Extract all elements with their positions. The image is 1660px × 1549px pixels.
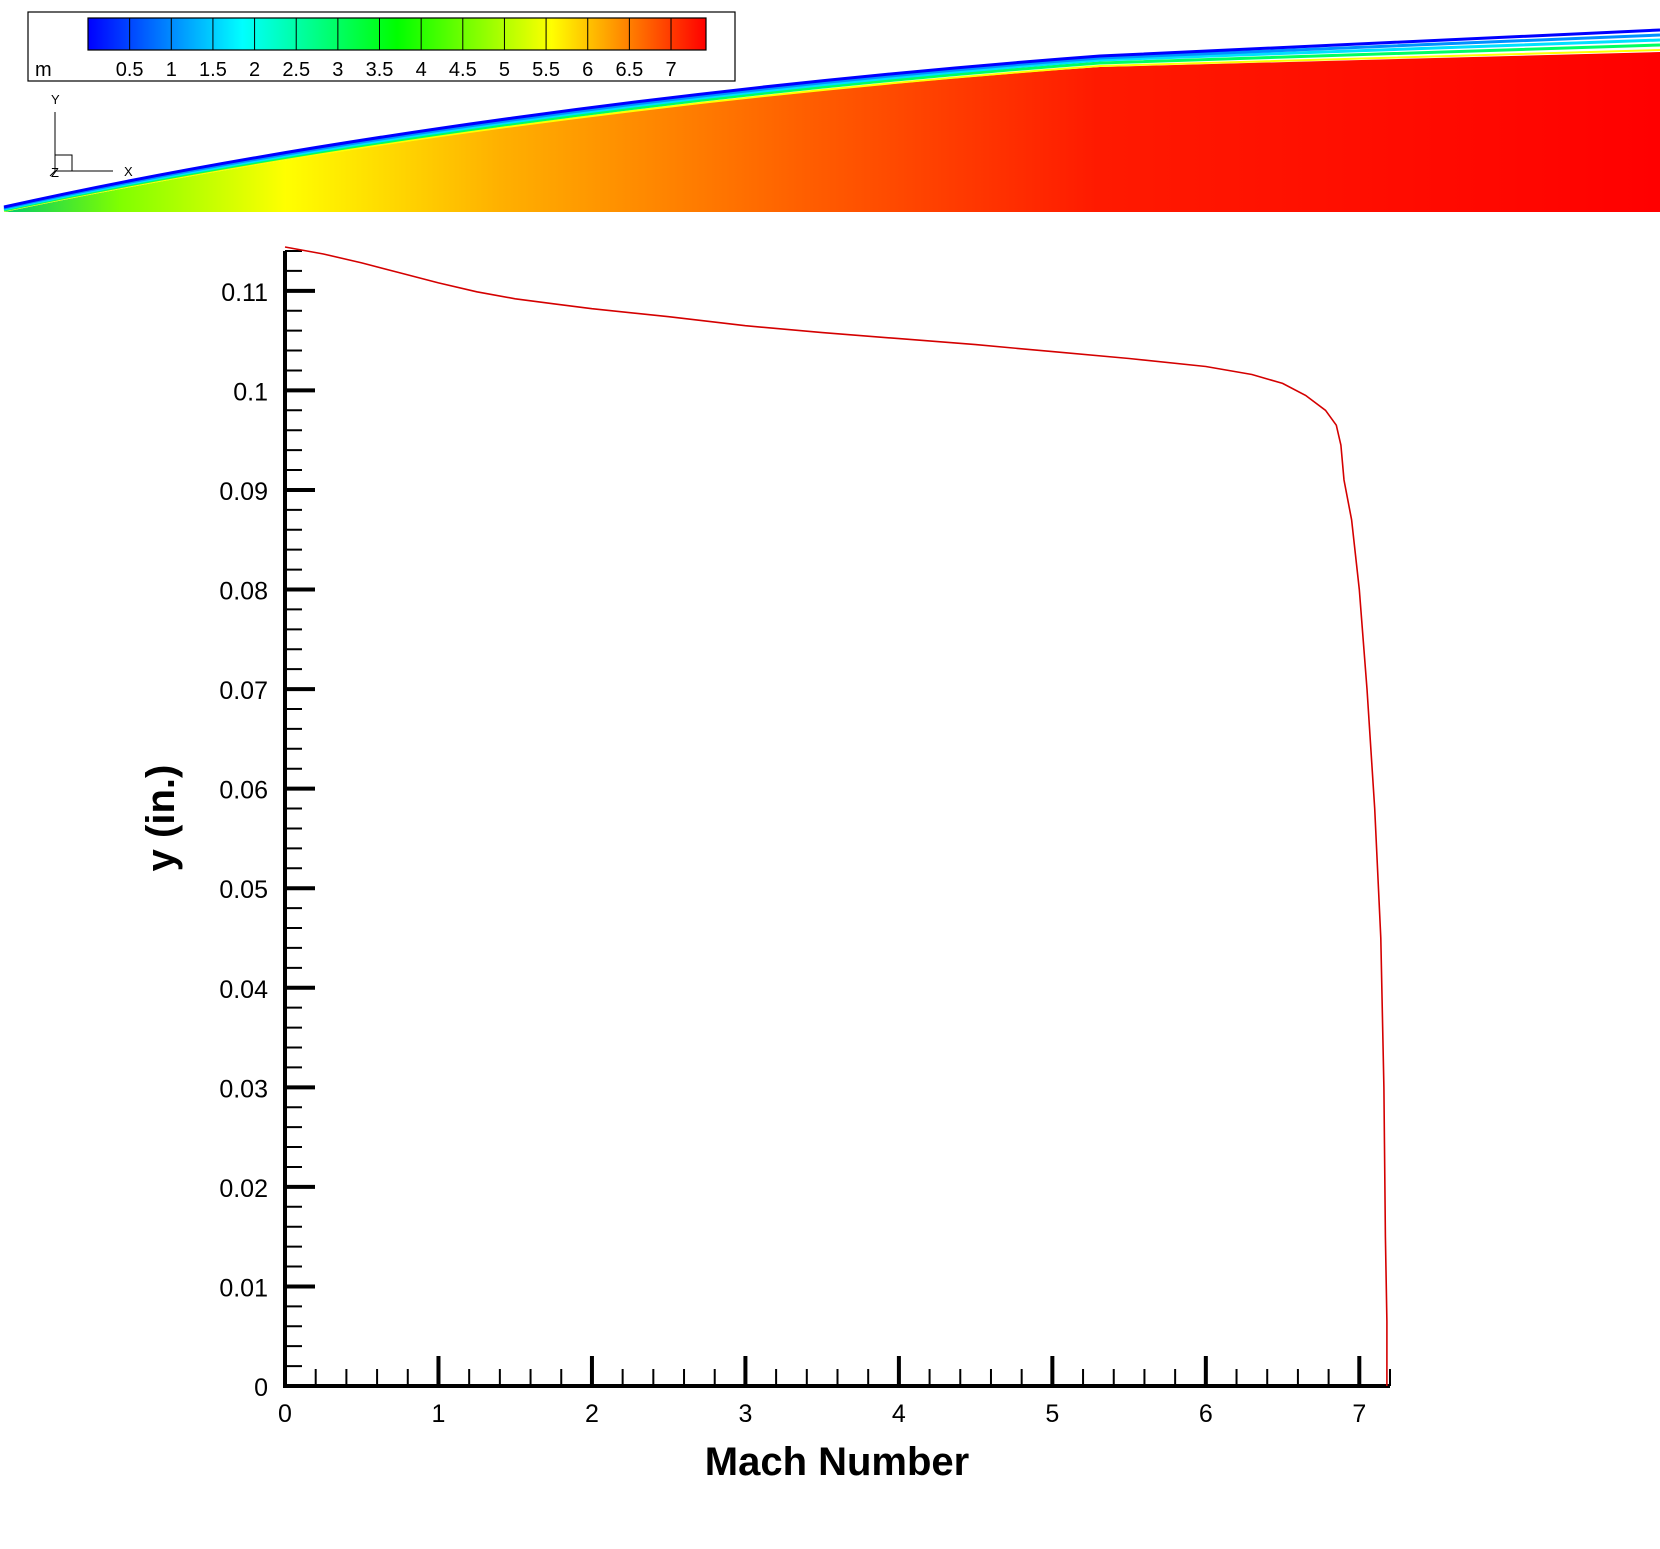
colorbar-tick-label: 2.5 [282, 59, 310, 81]
y-tick-label: 0.09 [219, 478, 268, 506]
colorbar-strip [87, 17, 707, 51]
colorbar-tick-label: 7 [665, 59, 676, 81]
axes-triad [49, 112, 113, 177]
colorbar-tick-label: 0.5 [116, 59, 144, 81]
colorbar-tick-label: 2 [249, 59, 260, 81]
colorbar-tick-labels: 0.5 1 1.5 2 2.5 3 3.5 4 4.5 5 5.5 6 6.5 7 [116, 59, 677, 81]
x-tick-label: 0 [278, 1400, 292, 1428]
colorbar-dividers [129, 18, 672, 50]
triad-box [55, 154, 73, 171]
x-axis-ticks [283, 1356, 1391, 1386]
colorbar-tick-label: 1.5 [199, 59, 227, 81]
y-tick-label: 0.05 [219, 876, 268, 904]
boundary-layer-blue [3, 28, 1660, 209]
colorbar-tick-label: 1 [166, 59, 177, 81]
x-tick-label: 7 [1352, 1400, 1366, 1428]
contour-plot [3, 28, 1660, 212]
colorbar-tick-label: 5 [499, 59, 510, 81]
triad-z-label: Z [51, 165, 59, 180]
x-tick-labels: 0 1 2 3 4 5 6 7 [278, 1400, 1366, 1428]
y-tick-label: 0.1 [233, 378, 268, 406]
y-tick-label: 0.08 [219, 578, 268, 606]
y-axis-title: y (in.) [139, 765, 183, 872]
y-tick-label: 0.02 [219, 1175, 268, 1203]
colorbar-tick-label: 4.5 [449, 59, 477, 81]
y-tick-label: 0.07 [219, 677, 268, 705]
x-tick-label: 5 [1045, 1400, 1059, 1428]
colorbar-legend: m 0.5 1 1.5 2 2.5 3 3.5 4 4.5 5 5.5 6 6.5 7 [27, 11, 736, 82]
x-axis-title: Mach Number [705, 1440, 970, 1484]
triad-z-axis [49, 170, 56, 177]
flow-field-core [4, 52, 1660, 212]
colorbar-tick-label: 3 [332, 59, 343, 81]
x-tick-label: 4 [892, 1400, 906, 1428]
colorbar-tick-label: 4 [416, 59, 427, 81]
x-tick-label: 2 [585, 1400, 599, 1428]
colorbar-tick-label: 3.5 [366, 59, 394, 81]
x-tick-label: 1 [432, 1400, 446, 1428]
y-tick-label: 0.01 [219, 1274, 268, 1302]
x-tick-label: 6 [1199, 1400, 1213, 1428]
y-tick-label: 0.03 [219, 1075, 268, 1103]
triad-x-label: X [124, 164, 133, 179]
line-chart: 0 0.01 0.02 0.03 0.04 0.05 0.06 0.07 0.08 0.09 0.1… [139, 246, 1391, 1484]
x-tick-label: 3 [738, 1400, 752, 1428]
mach-profile-line [284, 246, 1388, 1386]
colorbar-variable-label: m [35, 59, 52, 81]
y-tick-label: 0.06 [219, 777, 268, 805]
y-tick-label: 0.04 [219, 976, 268, 1004]
triad-y-label: Y [51, 92, 60, 107]
colorbar-tick-label: 6.5 [615, 59, 643, 81]
y-axis-ticks [285, 250, 315, 1388]
colorbar-tick-label: 5.5 [532, 59, 560, 81]
y-tick-label: 0 [254, 1374, 268, 1402]
y-tick-labels: 0 0.01 0.02 0.03 0.04 0.05 0.06 0.07 0.08 0.09 0.1… [219, 279, 268, 1402]
colorbar-tick-label: 6 [582, 59, 593, 81]
y-tick-label: 0.11 [221, 279, 268, 307]
